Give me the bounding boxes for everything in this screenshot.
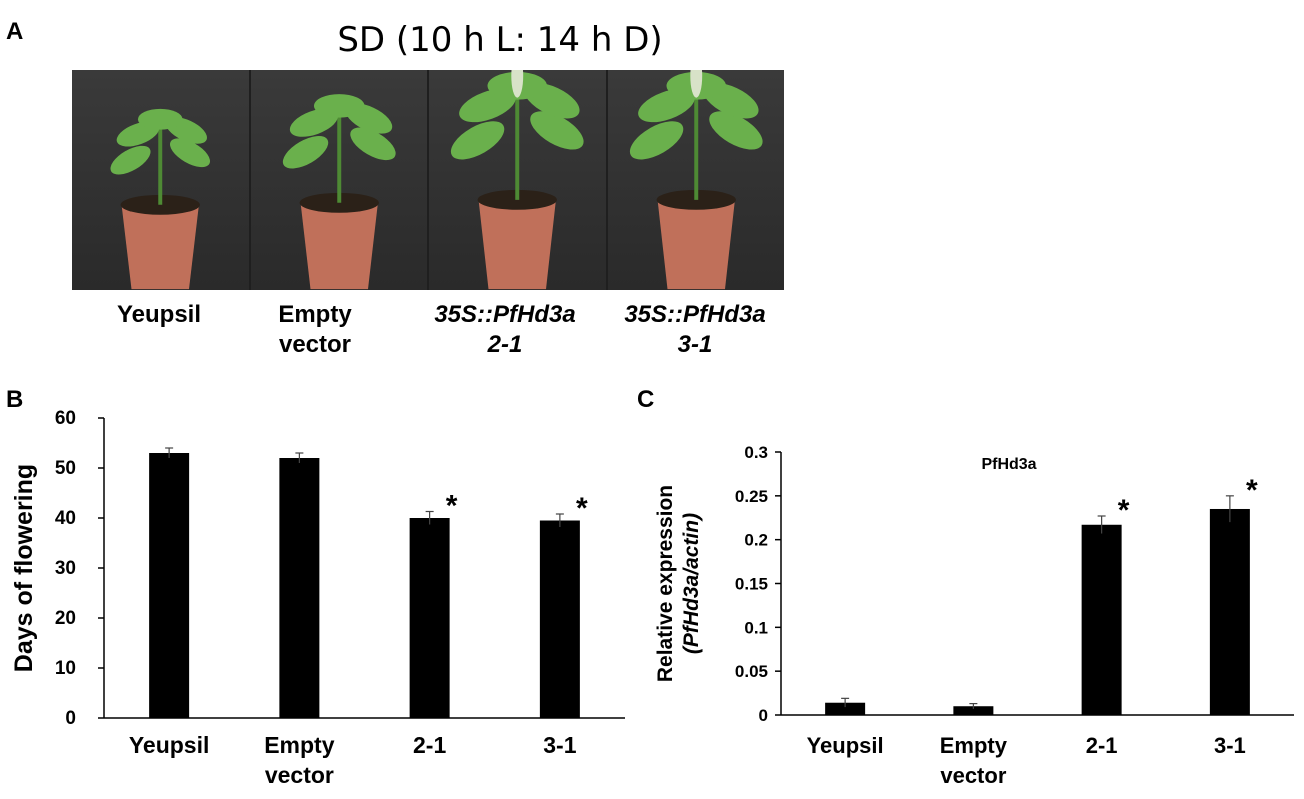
leaf-shape [349,127,396,161]
plant-illustration [629,70,763,290]
plant-illustration [110,108,211,290]
caption-line: vector [278,331,352,358]
panel-b-letter: B [6,386,24,413]
bar [1081,524,1122,715]
caption-line: Yeupsil [116,301,202,328]
x-tick-label: 3-1 [543,732,576,758]
y-tick-label: 0.2 [744,531,768,550]
y-axis-label: Days of flowering [10,464,38,672]
leaf-shape [530,111,584,150]
y-tick-label: 20 [55,608,76,629]
y-tick-label: 60 [55,408,76,429]
plant-photo-yeupsil [72,70,251,290]
x-tick-label: 2-1 [1086,733,1118,758]
pot-shape [657,199,735,290]
y-tick-label: 40 [55,508,76,529]
y-tick-label: 0.3 [744,443,768,462]
y-tick-label: 0.15 [735,575,768,594]
chart-title: PfHd3a [981,456,1036,473]
leaf-shape [169,138,211,168]
x-tick-label: Empty [940,733,1008,758]
y-axis-label-units: (PfHd3a/actin) [680,513,703,654]
plant-photo-strip [72,70,784,290]
leaf-shape [282,135,328,169]
plant-photo-3-1 [607,70,784,290]
leaf-shape [313,94,365,118]
bar [279,458,320,718]
significance-marker: * [1246,474,1258,507]
x-tick-label: vector [265,762,334,788]
y-tick-label: 10 [55,658,76,679]
panel-c-letter: C [637,386,655,413]
flowering-days-chart: Days of flowering 0 10 20 30 40 50 60 Yeupsil Emp… [10,408,625,788]
caption-line: 35S::PfHd3a [434,301,576,328]
y-tick-label: 0 [759,706,768,725]
plant-illustration [282,94,396,290]
leaf-shape [629,121,683,160]
leaf-shape [110,145,151,175]
y-tick-label: 0 [65,708,76,729]
caption-line: 3-1 [677,331,713,358]
x-tick-label: 2-1 [413,732,446,758]
x-tick-label: Yeupsil [807,733,884,758]
y-tick-label: 0.25 [735,487,768,506]
photo-caption-yeupsil: Yeupsil [84,300,234,330]
plant-illustration [450,70,584,290]
bar [1209,508,1250,715]
x-tick-label: Empty [264,732,335,758]
y-tick-label: 50 [55,458,76,479]
bar [539,520,580,718]
y-tick-label: 30 [55,558,76,579]
flower-spike-shape [689,70,702,98]
panel-a-letter: A [6,18,24,45]
significance-marker: * [446,490,458,523]
plant-photo-empty-vector [250,70,429,290]
leaf-shape [137,108,183,130]
significance-marker: * [576,492,588,525]
y-tick-label: 0.1 [744,618,768,637]
caption-line: 35S::PfHd3a [624,301,766,328]
photo-title: SD (10 h L: 14 h D) [337,20,663,60]
bar [953,706,994,715]
caption-line: Empty [278,301,352,328]
expression-chart: PfHd3a Relative expression (PfHd3a/actin) 0… [654,443,1294,788]
caption-line: 2-1 [487,331,523,358]
bar [409,518,450,718]
photo-caption-empty-vector: Empty vector [240,300,390,360]
y-axis-label: Relative expression [654,485,677,682]
leaf-shape [708,111,763,150]
significance-marker: * [1118,494,1130,527]
bar [825,702,866,715]
x-tick-label: vector [940,763,1006,788]
leaf-shape [450,121,505,160]
photo-caption-2-1: 35S::PfHd3a 2-1 [410,300,600,360]
pot-shape [300,202,378,290]
x-tick-label: 3-1 [1214,733,1246,758]
pot-shape [121,204,199,290]
soil-shape [120,194,200,215]
x-tick-label: Yeupsil [129,732,210,758]
plant-photo-2-1 [429,70,608,290]
photo-caption-3-1: 35S::PfHd3a 3-1 [600,300,790,360]
flower-spike-shape [511,70,524,98]
pot-shape [478,199,556,290]
y-tick-label: 0.05 [735,662,768,681]
bar [149,453,190,718]
